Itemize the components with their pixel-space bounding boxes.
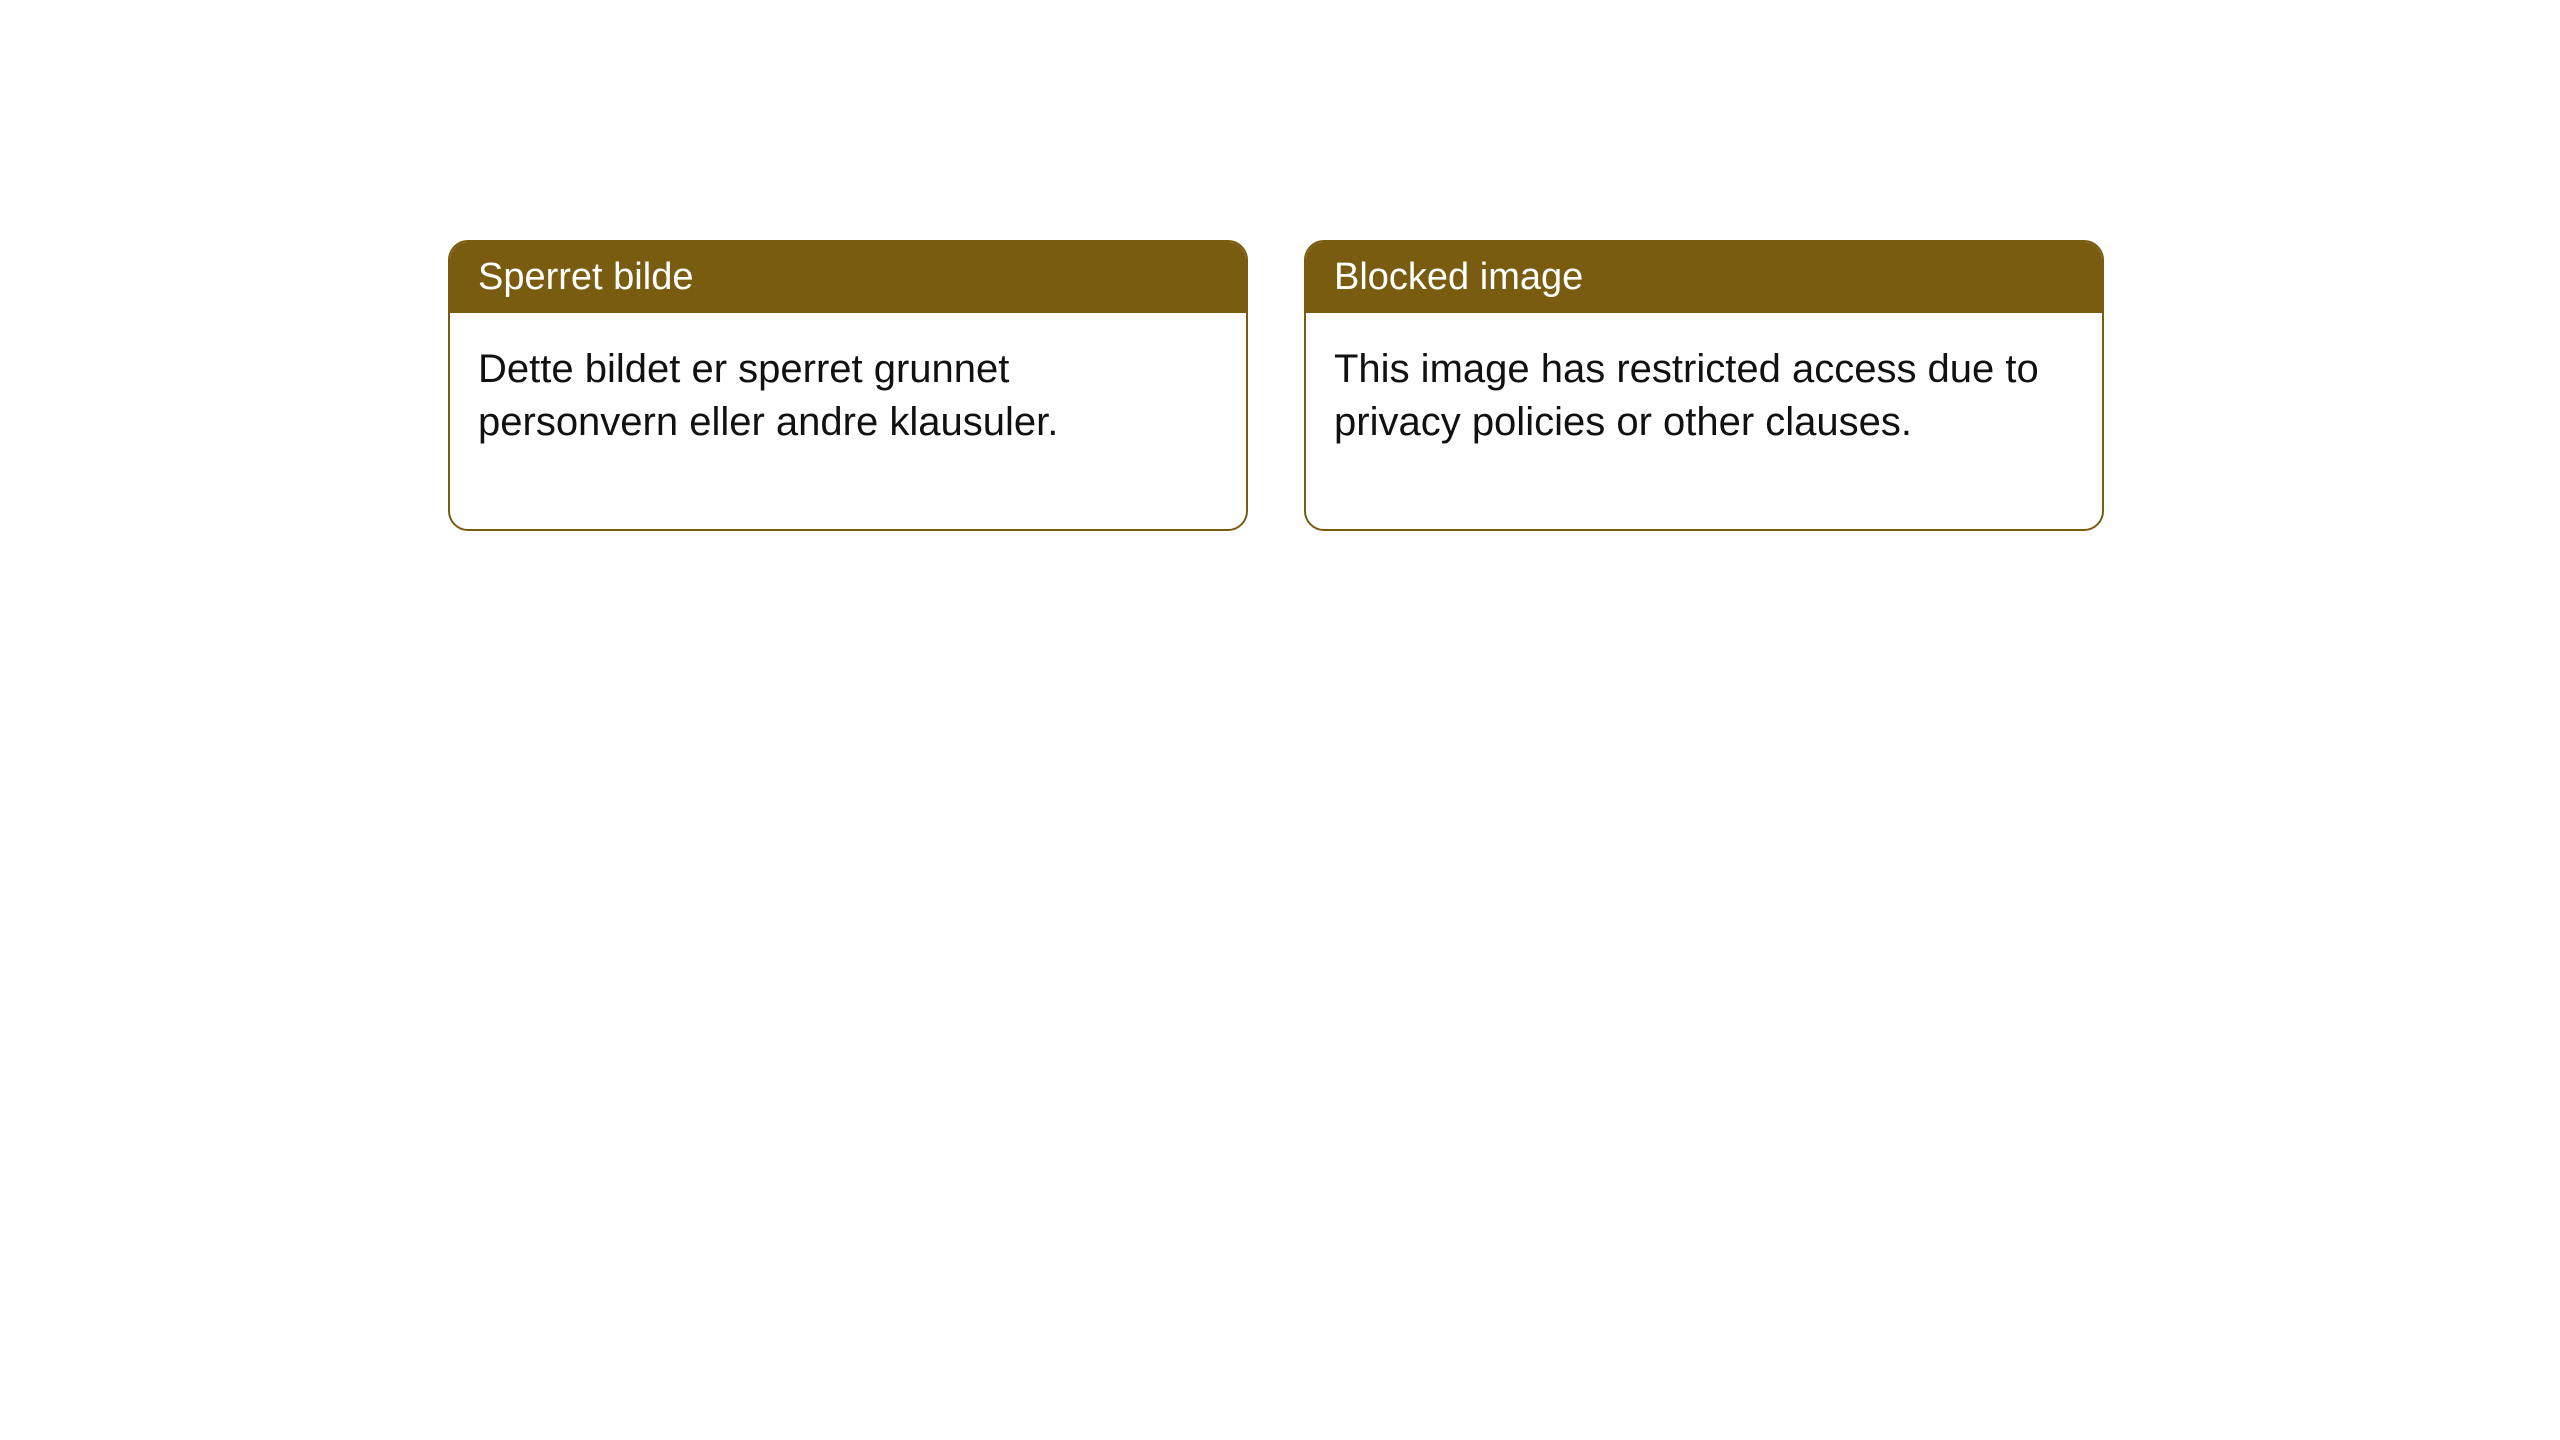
card-header-en: Blocked image (1306, 242, 2102, 313)
card-title-no: Sperret bilde (478, 256, 693, 298)
card-body-no: Dette bildet er sperret grunnet personve… (450, 313, 1246, 529)
card-message-en: This image has restricted access due to … (1334, 347, 2039, 444)
blocked-image-card-no: Sperret bilde Dette bildet er sperret gr… (448, 240, 1248, 531)
card-body-en: This image has restricted access due to … (1306, 313, 2102, 529)
cards-container: Sperret bilde Dette bildet er sperret gr… (448, 240, 2104, 531)
card-title-en: Blocked image (1334, 256, 1583, 298)
card-message-no: Dette bildet er sperret grunnet personve… (478, 347, 1058, 444)
card-header-no: Sperret bilde (450, 242, 1246, 313)
blocked-image-card-en: Blocked image This image has restricted … (1304, 240, 2104, 531)
